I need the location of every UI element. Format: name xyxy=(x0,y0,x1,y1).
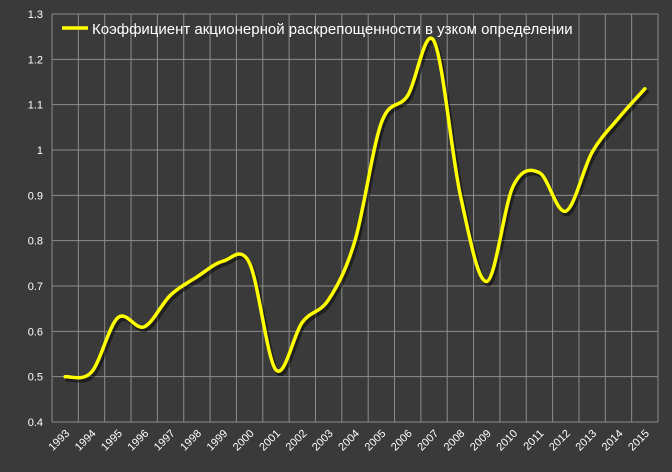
data-point xyxy=(353,239,357,243)
x-tick-label: 2006 xyxy=(389,428,415,454)
data-point xyxy=(274,368,278,372)
x-tick-label: 2014 xyxy=(600,428,626,454)
x-tick-label: 2010 xyxy=(494,428,520,454)
x-tick-label: 2004 xyxy=(336,428,362,454)
legend: Коэффициент акционерной раскрепощенности… xyxy=(62,21,573,38)
data-point xyxy=(432,39,436,43)
y-tick-label: 0.8 xyxy=(28,236,43,248)
y-tick-label: 1 xyxy=(37,145,43,157)
y-axis-ticks: 0.4 0.5 0.6 0.7 0.8 0.9 1 1.1 1.2 1.3 xyxy=(28,9,43,429)
data-point xyxy=(537,171,541,175)
x-tick-label: 1994 xyxy=(73,428,99,454)
x-tick-label: 2000 xyxy=(231,428,257,454)
x-tick-label: 1998 xyxy=(178,428,204,454)
data-point xyxy=(248,261,252,265)
series-line-shadow xyxy=(65,39,649,383)
data-point xyxy=(485,279,489,283)
x-tick-label: 1996 xyxy=(126,428,152,454)
x-tick-label: 1997 xyxy=(152,428,178,454)
data-point xyxy=(327,298,331,302)
y-tick-label: 0.6 xyxy=(28,326,43,338)
y-tick-label: 1.2 xyxy=(28,54,43,66)
x-tick-label: 1995 xyxy=(99,428,125,454)
x-tick-label: 1999 xyxy=(205,428,231,454)
data-point xyxy=(169,293,173,297)
data-point xyxy=(221,259,225,263)
x-tick-label: 2001 xyxy=(257,428,283,454)
x-tick-label: 2007 xyxy=(415,428,441,454)
grid xyxy=(51,13,659,423)
x-tick-label: 2015 xyxy=(626,428,652,454)
x-tick-label: 2005 xyxy=(363,428,389,454)
series-layer xyxy=(63,36,649,383)
legend-label: Коэффициент акционерной раскрепощенности… xyxy=(92,21,573,38)
y-tick-label: 0.7 xyxy=(28,281,43,293)
data-point xyxy=(116,316,120,320)
data-point xyxy=(142,325,146,329)
data-point xyxy=(90,370,94,374)
y-tick-label: 0.4 xyxy=(28,417,43,429)
data-point xyxy=(195,275,199,279)
series-line xyxy=(63,36,647,380)
data-point xyxy=(643,87,647,91)
data-point xyxy=(511,184,515,188)
data-point xyxy=(379,121,383,125)
x-axis-ticks: 1993 1994 1995 1996 1997 1998 1999 2000 2001 2002… xyxy=(46,428,651,454)
x-tick-label: 2009 xyxy=(468,428,494,454)
y-tick-label: 1.3 xyxy=(28,9,43,21)
axes: 0.40.50.60.70.80.911.11.21.3 1993 1994 199… xyxy=(28,9,652,453)
x-tick-label: 1993 xyxy=(46,428,72,454)
y-tick-label: 1.1 xyxy=(28,100,43,112)
x-tick-label: 2012 xyxy=(547,428,573,454)
y-tick-label: 0.9 xyxy=(28,190,43,202)
data-point xyxy=(564,209,568,213)
x-tick-label: 2008 xyxy=(442,428,468,454)
x-tick-label: 2003 xyxy=(310,428,336,454)
data-point xyxy=(458,193,462,197)
y-tick-label: 0.5 xyxy=(28,372,43,384)
data-point xyxy=(590,150,594,154)
data-point xyxy=(406,94,410,98)
data-point xyxy=(63,375,67,379)
x-tick-label: 2013 xyxy=(573,428,599,454)
x-tick-label: 2002 xyxy=(284,428,310,454)
x-tick-label: 2011 xyxy=(521,428,546,453)
data-point xyxy=(300,320,304,324)
data-point xyxy=(616,116,620,120)
